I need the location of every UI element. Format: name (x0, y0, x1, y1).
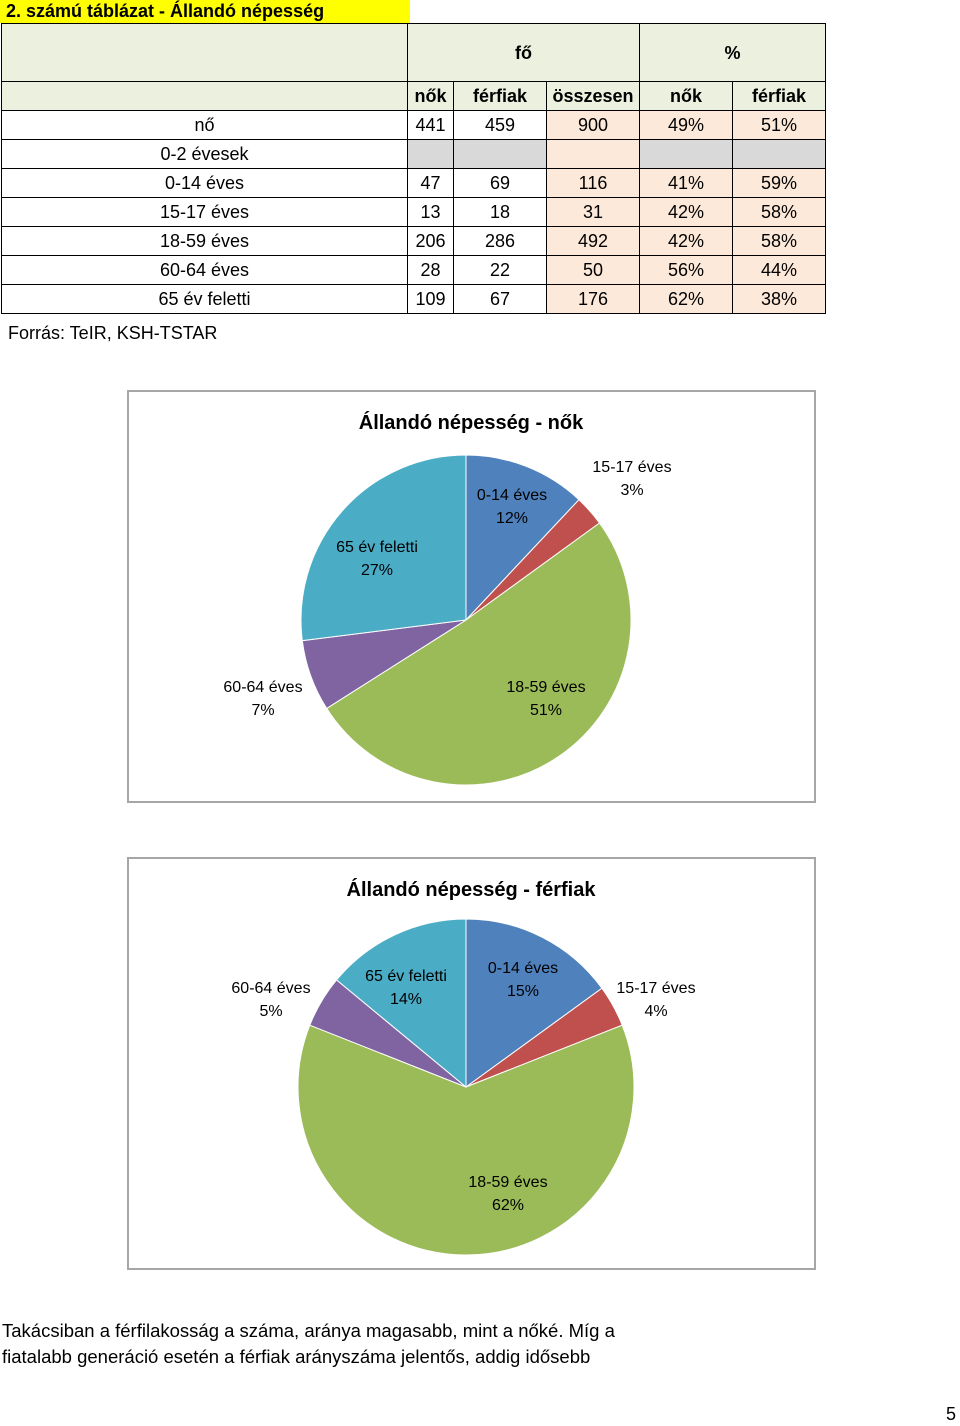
pie-slice (325, 522, 632, 786)
table-cell: 459 (453, 110, 547, 140)
slice-percent-label: 5% (259, 1003, 282, 1020)
slice-label: 15-17 éves (616, 980, 695, 997)
table-cell: 50 (546, 255, 640, 285)
slice-percent-label: 51% (530, 702, 562, 719)
table-cell: 116 (546, 168, 640, 198)
table-cell (732, 139, 826, 169)
population-table: fő % nők férfiak összesen nők férfiak nő… (1, 23, 826, 314)
pie-chart-women: Állandó népesség - nők 0-14 éves 12% 15-17 … (127, 390, 816, 803)
table-cell (453, 139, 547, 169)
table-source-note: Forrás: TeIR, KSH-TSTAR (8, 323, 218, 343)
table-cell: 109 (407, 284, 454, 314)
slice-percent-label: 14% (390, 991, 422, 1008)
slice-label: 65 év feletti (336, 539, 418, 556)
table-cell (407, 139, 454, 169)
table-cell: 42% (639, 197, 733, 227)
table-cell: 49% (639, 110, 733, 140)
slice-label: 60-64 éves (231, 980, 310, 997)
table-row: 18-59 éves 206 286 492 42% 58% (1, 226, 826, 256)
table-cell: 47 (407, 168, 454, 198)
table-cell: 59% (732, 168, 826, 198)
column-header: összesen (546, 81, 640, 111)
table-cell: 58% (732, 197, 826, 227)
slice-percent-label: 62% (492, 1197, 524, 1214)
chart-title: Állandó népesség - nők (359, 411, 584, 434)
table-cell: 492 (546, 226, 640, 256)
slice-label: 0-14 éves (488, 960, 558, 977)
table-cell: 31 (546, 197, 640, 227)
slice-percent-label: 15% (507, 983, 539, 1000)
row-label: nő (1, 110, 408, 140)
slice-label: 18-59 éves (468, 1174, 547, 1191)
pie-slice (465, 918, 603, 1088)
table-corner-cell (1, 23, 408, 82)
table-row: 65 év feletti 109 67 176 62% 38% (1, 284, 826, 314)
page-number: 5 (946, 1404, 957, 1424)
table-row: 60-64 éves 28 22 50 56% 44% (1, 255, 826, 285)
row-label: 15-17 éves (1, 197, 408, 227)
slice-percent-label: 27% (361, 562, 393, 579)
table-header-group-row: fő % (1, 23, 826, 82)
table-cell: 67 (453, 284, 547, 314)
pie-slice (297, 1024, 635, 1256)
group-header-count: fő (407, 23, 640, 82)
pie-slice (300, 454, 467, 642)
slice-percent-label: 3% (620, 482, 643, 499)
column-header: férfiak (732, 81, 826, 111)
table-caption: 2. számú táblázat - Állandó népesség (0, 0, 410, 23)
table-cell: 286 (453, 226, 547, 256)
paragraph-line: Takácsiban a férfilakosság a száma, arán… (2, 1320, 615, 1341)
pie-chart-men: Állandó népesség - férfiak 0-14 éves 15% 15… (127, 857, 816, 1270)
table-cell: 62% (639, 284, 733, 314)
table-cell (546, 139, 640, 169)
row-label: 0-14 éves (1, 168, 408, 198)
column-header: nők (639, 81, 733, 111)
row-label: 60-64 éves (1, 255, 408, 285)
table-header-row: nők férfiak összesen nők férfiak (1, 81, 826, 111)
slice-percent-label: 12% (496, 510, 528, 527)
row-label: 65 év feletti (1, 284, 408, 314)
pie-slice (335, 918, 467, 1089)
table-cell: 51% (732, 110, 826, 140)
slice-label: 18-59 éves (506, 679, 585, 696)
table-cell: 13 (407, 197, 454, 227)
body-paragraph: Takácsiban a férfilakosság a száma, arán… (2, 1318, 642, 1370)
slice-label: 65 év feletti (365, 968, 447, 985)
table-cell: 900 (546, 110, 640, 140)
row-label: 18-59 éves (1, 226, 408, 256)
column-header: férfiak (453, 81, 547, 111)
table-cell: 58% (732, 226, 826, 256)
table-row: nő 441 459 900 49% 51% (1, 110, 826, 140)
slice-percent-label: 4% (644, 1003, 667, 1020)
table-cell: 176 (546, 284, 640, 314)
table-cell: 18 (453, 197, 547, 227)
chart-title: Állandó népesség - férfiak (347, 878, 597, 901)
slice-label: 60-64 éves (223, 679, 302, 696)
slice-label: 15-17 éves (592, 459, 671, 476)
table-cell: 28 (407, 255, 454, 285)
slice-percent-label: 7% (251, 702, 274, 719)
table-row: 15-17 éves 13 18 31 42% 58% (1, 197, 826, 227)
row-label: 0-2 évesek (1, 139, 408, 169)
table-row: 0-14 éves 47 69 116 41% 59% (1, 168, 826, 198)
pie-chart-men-svg: Állandó népesség - férfiak 0-14 éves 15% 15… (231, 878, 696, 1256)
table-cell: 69 (453, 168, 547, 198)
slice-label: 0-14 éves (477, 487, 547, 504)
table-header-blank (1, 81, 408, 111)
table-cell: 56% (639, 255, 733, 285)
table-cell: 206 (407, 226, 454, 256)
pie-slice (465, 454, 580, 622)
table-cell: 38% (732, 284, 826, 314)
table-cell: 441 (407, 110, 454, 140)
table-cell (639, 139, 733, 169)
pie-chart-women-svg: Állandó népesség - nők 0-14 éves 12% 15-17 … (223, 411, 672, 786)
column-header: nők (407, 81, 454, 111)
paragraph-line: fiatalabb generáció esetén a férfiak ará… (2, 1346, 591, 1367)
group-header-percent: % (639, 23, 826, 82)
table-cell: 22 (453, 255, 547, 285)
table-row: 0-2 évesek (1, 139, 826, 169)
table-cell: 42% (639, 226, 733, 256)
table-cell: 41% (639, 168, 733, 198)
table-cell: 44% (732, 255, 826, 285)
